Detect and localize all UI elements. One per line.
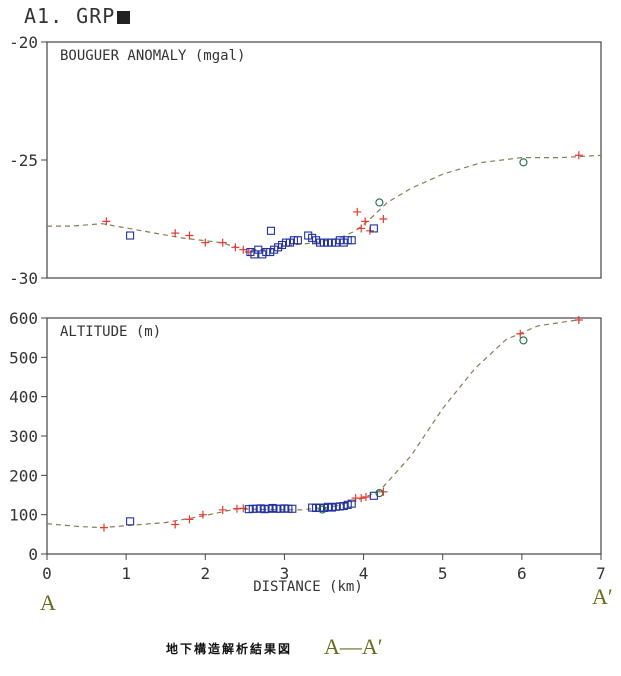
profile-dashed-line: [46, 319, 578, 529]
y-tick-label: 100: [9, 506, 38, 525]
x-tick-label: 1: [121, 564, 131, 583]
square-marker: [266, 226, 276, 235]
x-tick-label: 3: [280, 564, 290, 583]
square-marker: [288, 504, 297, 513]
circle-marker: [318, 505, 327, 514]
distance-x-ticks: 0 1 2 3 4 5 6 7: [42, 554, 606, 583]
section-start-label: A: [40, 590, 56, 615]
plus-marker: [516, 329, 525, 338]
file-title-text: A1. GRP: [24, 4, 116, 28]
altitude-series: [46, 315, 583, 532]
y-tick-label: -20: [9, 33, 38, 52]
square-marker: [126, 231, 135, 240]
circle-marker: [519, 158, 528, 167]
square-marker: [347, 236, 356, 245]
plus-marker: [231, 243, 240, 252]
x-tick-label: 6: [517, 564, 527, 583]
square-marker: [126, 517, 135, 526]
circle-marker: [375, 488, 384, 498]
plus-marker: [218, 238, 227, 247]
plus-marker: [361, 492, 370, 501]
plus-marker: [574, 315, 583, 324]
circle-marker: [375, 198, 384, 207]
plus-marker: [353, 207, 362, 216]
bouguer-panel: BOUGUER ANOMALY (mgal) -30 -25 -20: [9, 33, 602, 288]
y-tick-label: 0: [28, 545, 38, 564]
square-marker: [347, 499, 356, 508]
altitude-y-ticks: 0 100 200 300 400 500 600: [9, 309, 47, 564]
x-tick-label: 0: [42, 564, 52, 583]
y-tick-label: 300: [9, 427, 38, 446]
y-tick-label: -25: [9, 151, 38, 170]
plus-marker: [102, 217, 111, 226]
square-marker: [369, 224, 378, 233]
plus-marker: [357, 224, 366, 233]
plus-marker: [171, 229, 180, 238]
circle-marker: [519, 336, 528, 345]
plus-marker: [239, 245, 248, 254]
plus-marker: [574, 151, 583, 160]
altitude-title: ALTITUDE (m): [60, 324, 161, 340]
plus-marker: [218, 505, 227, 514]
plus-marker: [185, 231, 194, 240]
plus-marker: [357, 494, 366, 503]
plus-marker: [171, 520, 180, 529]
altitude-frame: [46, 317, 602, 555]
bouguer-series: [47, 151, 602, 259]
profile-dashed-line: [47, 154, 602, 251]
square-marker: [293, 236, 302, 245]
plus-marker: [185, 515, 194, 524]
plus-marker: [379, 215, 388, 223]
plus-marker: [361, 217, 370, 226]
x-tick-label: 4: [359, 564, 369, 583]
title-block-icon: [117, 11, 131, 24]
section-end-label: A′: [592, 584, 613, 609]
y-tick-label: 200: [9, 466, 38, 485]
plus-marker: [201, 238, 210, 247]
plus-marker: [99, 523, 108, 532]
y-tick-label: 500: [9, 348, 38, 367]
altitude-panel: ALTITUDE (m) 0 100 200 300 400 500 600 0 1 2 3 4 5 6…: [9, 309, 606, 595]
y-tick-label: 600: [9, 309, 38, 328]
plus-marker: [239, 504, 248, 513]
x-tick-label: 2: [200, 564, 210, 583]
caption-section-label: A—A′: [324, 634, 383, 659]
bouguer-y-ticks: -30 -25 -20: [9, 33, 47, 288]
y-tick-label: -30: [9, 269, 38, 288]
plus-marker: [244, 248, 253, 257]
plus-marker: [379, 487, 388, 496]
y-tick-label: 400: [9, 388, 38, 407]
figure-caption: 地下構造解析結果図: [166, 642, 293, 656]
x-tick-label: 5: [438, 564, 448, 583]
bouguer-title: BOUGUER ANOMALY (mgal): [60, 48, 245, 64]
distance-axis-label: DISTANCE (km): [253, 579, 363, 595]
x-tick-label: 7: [596, 564, 606, 583]
file-title: A1. GRP: [24, 4, 131, 28]
plus-marker: [198, 510, 207, 519]
